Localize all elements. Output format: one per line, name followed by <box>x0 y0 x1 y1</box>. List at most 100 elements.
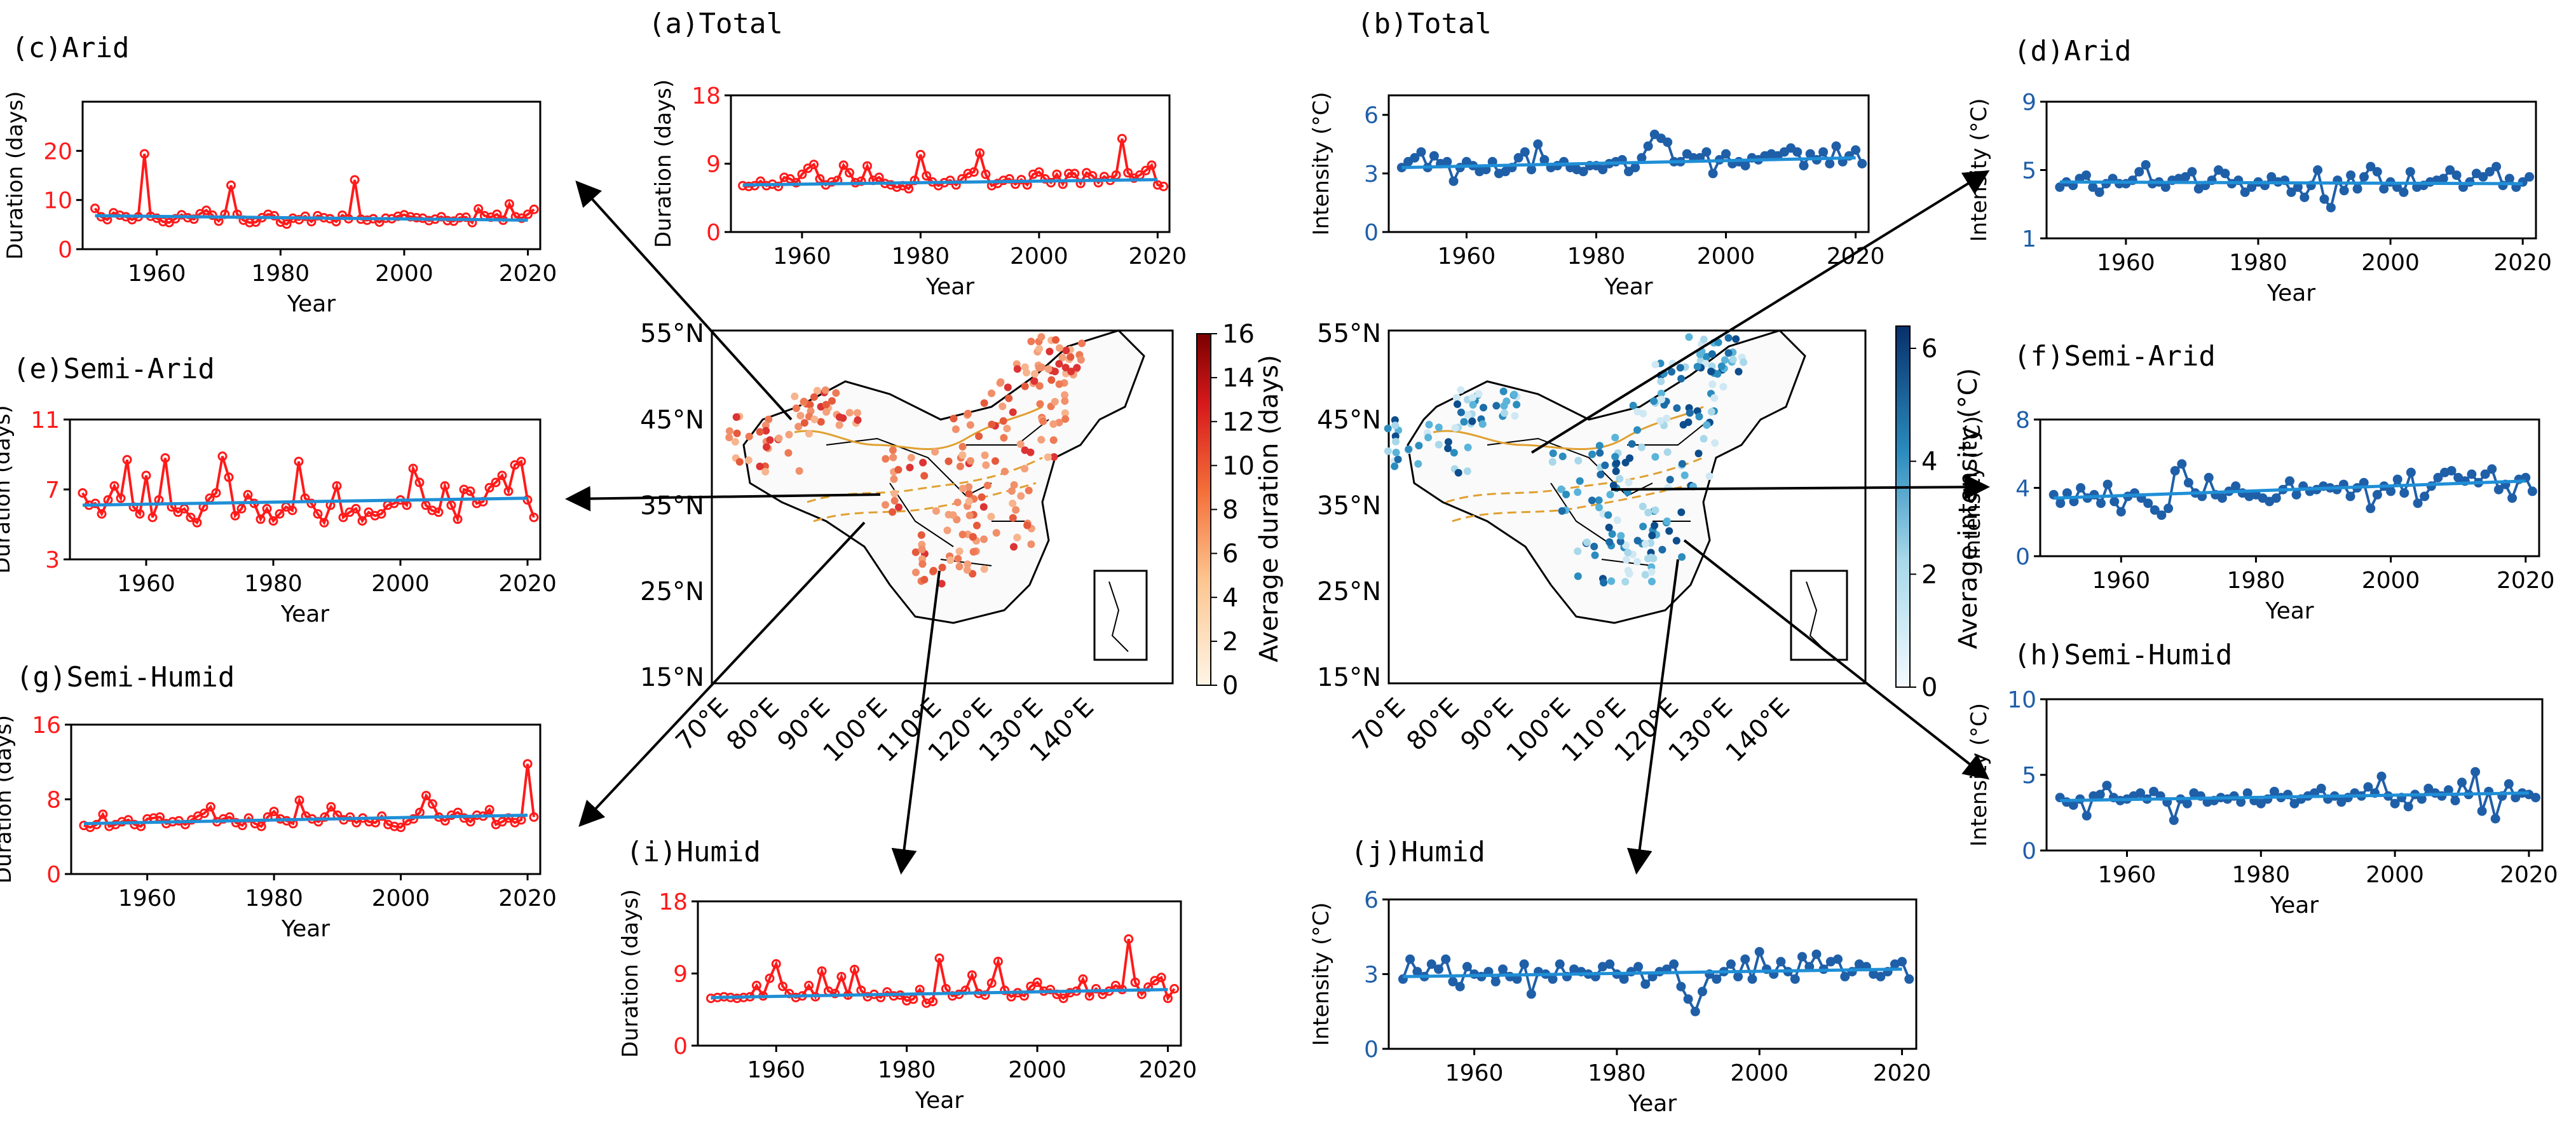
data-point <box>97 509 107 519</box>
station-dot <box>1051 398 1059 406</box>
data-point <box>2204 472 2214 482</box>
station-dot <box>835 421 843 429</box>
y-axis-label: Duration (days) <box>0 715 17 884</box>
data-point <box>2141 160 2151 170</box>
data-point <box>523 209 533 219</box>
data-point <box>874 172 884 182</box>
x-axis-label: Year <box>2270 892 2319 919</box>
station-dot <box>1595 442 1604 450</box>
x-tick-label: 2000 <box>2366 862 2424 888</box>
panel-g: (g)Semi-Humid 0 8 16 1960 1980 2000 2020 Year Dur… <box>0 661 557 942</box>
station-dot <box>1055 418 1063 427</box>
station-dot <box>956 462 964 470</box>
station-dot <box>1708 380 1717 388</box>
station-dot <box>1464 411 1472 419</box>
station-dot <box>969 570 977 578</box>
data-point <box>2313 165 2323 175</box>
data-point <box>396 823 406 833</box>
station-dot <box>1710 394 1719 402</box>
station-dot <box>1000 467 1009 475</box>
station-dot <box>1558 507 1566 515</box>
panel-title: (f)Semi-Arid <box>2014 340 2216 372</box>
y-tick-label: 9 <box>706 152 721 178</box>
data-point <box>904 184 914 194</box>
station-dot <box>1583 538 1591 547</box>
x-tick-label: 2000 <box>1010 243 1068 270</box>
station-dot <box>1558 453 1567 460</box>
station-dot <box>944 457 953 465</box>
data-point <box>217 451 228 461</box>
station-dot <box>1492 402 1501 410</box>
data-point <box>2109 496 2120 507</box>
data-point <box>1797 952 1807 962</box>
x-tick-label: 2020 <box>1129 243 1187 270</box>
station-dot <box>998 402 1007 411</box>
data-point <box>2372 167 2382 177</box>
station-dot <box>1444 444 1452 453</box>
station-dot <box>766 436 774 444</box>
data-point <box>778 981 787 992</box>
data-point <box>2345 491 2355 502</box>
station-dot <box>761 462 769 470</box>
data-point <box>1578 167 1588 177</box>
station-dot <box>1037 435 1046 444</box>
data-point <box>1818 147 1829 157</box>
station-dot <box>810 393 818 401</box>
x-tick-label: 2000 <box>371 571 430 597</box>
data-point <box>1405 954 1415 964</box>
data-point <box>804 980 814 990</box>
panel-title: (c)Arid <box>11 32 129 64</box>
y-axis-label: Duration (days) <box>618 889 643 1058</box>
data-point <box>2187 167 2197 177</box>
station-dot <box>1058 353 1067 362</box>
panel-h: (h)Semi-Humid 0 5 10 1960 1980 2000 2020 Year Int… <box>1966 639 2558 919</box>
station-dot <box>964 409 972 418</box>
x-tick-label: 2020 <box>2497 568 2555 594</box>
station-dot <box>1023 521 1032 529</box>
station-dot <box>1036 400 1044 408</box>
station-dot <box>1657 378 1665 385</box>
x-axis-label: Year <box>2266 280 2315 306</box>
y-tick-label: 0 <box>2022 838 2036 864</box>
station-dot <box>1622 556 1630 564</box>
station-dot <box>800 397 808 406</box>
station-dot <box>835 413 843 421</box>
station-dot <box>794 423 803 431</box>
station-dot <box>1604 511 1612 519</box>
station-dot <box>918 545 926 554</box>
station-dot <box>1499 387 1508 395</box>
station-dot <box>1454 468 1462 477</box>
station-dot <box>997 378 1005 386</box>
station-dot <box>1511 412 1519 420</box>
data-point <box>338 512 348 523</box>
station-dot <box>919 458 927 467</box>
data-point <box>320 812 330 822</box>
x-tick-label: 1960 <box>128 261 186 287</box>
station-dot <box>890 475 898 483</box>
station-dot <box>1021 382 1029 390</box>
x-tick-label: 1980 <box>244 571 303 597</box>
data-point <box>2062 488 2072 498</box>
data-point <box>2150 505 2160 515</box>
data-point <box>2169 815 2179 825</box>
data-point <box>139 149 149 159</box>
y-tick-label: 10 <box>43 188 72 214</box>
data-point <box>377 811 387 821</box>
plot-area <box>2045 698 2544 852</box>
station-dot <box>1605 538 1614 546</box>
x-tick-label: 1980 <box>2227 568 2286 594</box>
data-point <box>1643 141 1653 151</box>
station-dot <box>1000 434 1008 442</box>
station-dot <box>1460 418 1468 426</box>
station-dot <box>1414 460 1422 468</box>
data-point <box>2055 182 2065 192</box>
y-axis-label: Duration (days) <box>0 405 15 573</box>
station-dot <box>1717 362 1726 371</box>
lat-label: 15°N <box>640 663 704 692</box>
station-dot <box>1030 377 1039 385</box>
data-point <box>1825 159 1835 168</box>
colorbar-tick-label: 4 <box>1222 584 1238 613</box>
trend-line <box>2054 479 2526 500</box>
data-point <box>306 498 317 509</box>
data-point <box>2285 476 2294 486</box>
